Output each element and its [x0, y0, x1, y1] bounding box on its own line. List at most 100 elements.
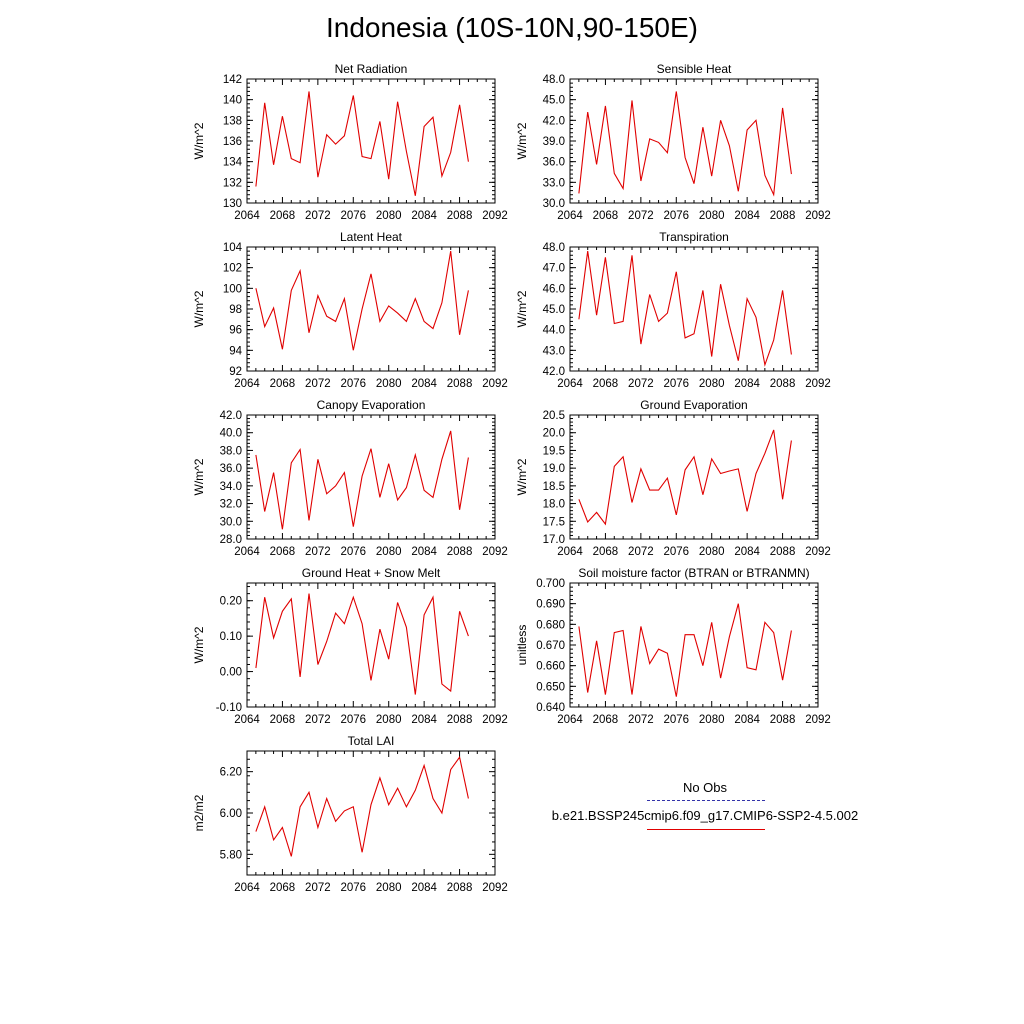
panel-title: Ground Heat + Snow Melt [302, 566, 441, 580]
x-tick-label: 2084 [411, 210, 437, 222]
x-tick-label: 2072 [305, 378, 331, 390]
y-tick-label: 0.680 [536, 619, 565, 631]
y-axis-label: W/m^2 [515, 458, 529, 495]
series-line [578, 251, 792, 367]
panel-3: Latent Heat W/m^2 2064 2068 2072 2076 2080 2084… [192, 230, 508, 390]
x-tick-label: 2080 [699, 546, 725, 558]
y-tick-label: 36.0 [220, 463, 242, 475]
y-tick-label: 30.0 [543, 198, 565, 210]
y-tick-label: 98 [229, 304, 242, 316]
x-tick-label: 2088 [770, 210, 796, 222]
legend-model-line [647, 829, 765, 830]
y-tick-label: 48.0 [543, 74, 565, 86]
panel-title: Ground Evaporation [640, 398, 747, 412]
panel-7: Ground Heat + Snow Melt W/m^2 2064 2068 2072… [192, 566, 508, 726]
x-tick-label: 2088 [447, 546, 473, 558]
panel-1: Net Radiation W/m^2 2064 2068 2072 2076 2080 20… [192, 62, 508, 222]
x-tick-label: 2072 [628, 378, 654, 390]
y-tick-label: 0.670 [536, 640, 565, 652]
y-tick-label: 6.00 [220, 808, 242, 820]
panel-title: Canopy Evaporation [317, 398, 426, 412]
y-tick-label: 96 [229, 325, 242, 337]
y-tick-label: 17.0 [543, 534, 565, 546]
y-tick-label: 0.640 [536, 702, 565, 714]
y-tick-label: 0.20 [220, 596, 242, 608]
x-tick-label: 2080 [376, 210, 402, 222]
x-tick-label: 2076 [340, 714, 366, 726]
y-tick-label: 0.650 [536, 681, 565, 693]
panel-title: Soil moisture factor (BTRAN or BTRANMN) [578, 566, 809, 580]
y-tick-label: 42.0 [220, 410, 242, 422]
y-tick-label: 0.660 [536, 661, 565, 673]
y-tick-label: 32.0 [220, 499, 242, 511]
y-tick-label: -0.10 [216, 702, 242, 714]
x-tick-label: 2064 [234, 546, 260, 558]
x-tick-label: 2064 [234, 714, 260, 726]
y-axis-label: W/m^2 [515, 122, 529, 159]
y-tick-label: 138 [223, 115, 242, 127]
x-tick-label: 2088 [770, 378, 796, 390]
y-tick-label: 30.0 [220, 516, 242, 528]
y-tick-label: 102 [223, 263, 242, 275]
x-tick-label: 2072 [305, 882, 331, 894]
series-line [578, 429, 792, 526]
x-tick-label: 2080 [699, 714, 725, 726]
series-line [578, 91, 792, 197]
y-tick-label: 0.690 [536, 599, 565, 611]
y-axis-label: W/m^2 [515, 290, 529, 327]
y-tick-label: 140 [223, 95, 242, 107]
x-tick-label: 2068 [270, 546, 296, 558]
x-tick-label: 2080 [699, 210, 725, 222]
x-tick-label: 2064 [557, 714, 583, 726]
x-tick-label: 2064 [557, 210, 583, 222]
x-tick-label: 2064 [557, 378, 583, 390]
x-tick-label: 2068 [270, 210, 296, 222]
y-tick-label: 47.0 [543, 263, 565, 275]
x-tick-label: 2076 [340, 378, 366, 390]
y-tick-label: 38.0 [220, 445, 242, 457]
y-tick-label: 0.10 [220, 631, 242, 643]
x-tick-label: 2068 [270, 882, 296, 894]
y-tick-label: 0.700 [536, 578, 565, 590]
x-tick-label: 2068 [270, 714, 296, 726]
series-line [255, 251, 469, 351]
y-axis-label: m2/m2 [192, 794, 206, 831]
y-tick-label: 19.0 [543, 463, 565, 475]
y-tick-label: 94 [229, 345, 242, 357]
x-tick-label: 2076 [340, 210, 366, 222]
y-tick-label: 42.0 [543, 366, 565, 378]
x-tick-label: 2068 [593, 546, 619, 558]
y-tick-label: 34.0 [220, 481, 242, 493]
plot-frame [246, 246, 496, 372]
x-tick-label: 2092 [805, 714, 831, 726]
x-tick-label: 2092 [482, 378, 508, 390]
x-tick-label: 2092 [805, 378, 831, 390]
y-axis-label: unitless [515, 625, 529, 666]
panel-title: Latent Heat [340, 230, 403, 244]
y-tick-label: 39.0 [543, 136, 565, 148]
x-tick-label: 2088 [770, 546, 796, 558]
y-axis-label: W/m^2 [192, 290, 206, 327]
series-line [255, 91, 469, 196]
x-tick-label: 2068 [593, 714, 619, 726]
x-tick-label: 2092 [482, 882, 508, 894]
x-tick-label: 2092 [482, 714, 508, 726]
y-tick-label: 46.0 [543, 283, 565, 295]
x-tick-label: 2088 [447, 378, 473, 390]
x-tick-label: 2076 [663, 378, 689, 390]
x-tick-label: 2076 [340, 882, 366, 894]
x-tick-label: 2068 [270, 378, 296, 390]
x-tick-label: 2068 [593, 210, 619, 222]
panel-6: Ground Evaporation W/m^2 2064 2068 2072 2076 2… [515, 398, 831, 558]
x-tick-label: 2080 [699, 378, 725, 390]
y-axis-label: W/m^2 [192, 626, 206, 663]
y-tick-label: 134 [223, 157, 243, 169]
plot-frame [246, 750, 496, 876]
y-tick-label: 18.0 [543, 499, 565, 511]
plot-frame [569, 78, 819, 204]
y-tick-label: 5.80 [220, 849, 242, 861]
plot-frame [246, 78, 496, 204]
panel-title: Total LAI [348, 734, 395, 748]
